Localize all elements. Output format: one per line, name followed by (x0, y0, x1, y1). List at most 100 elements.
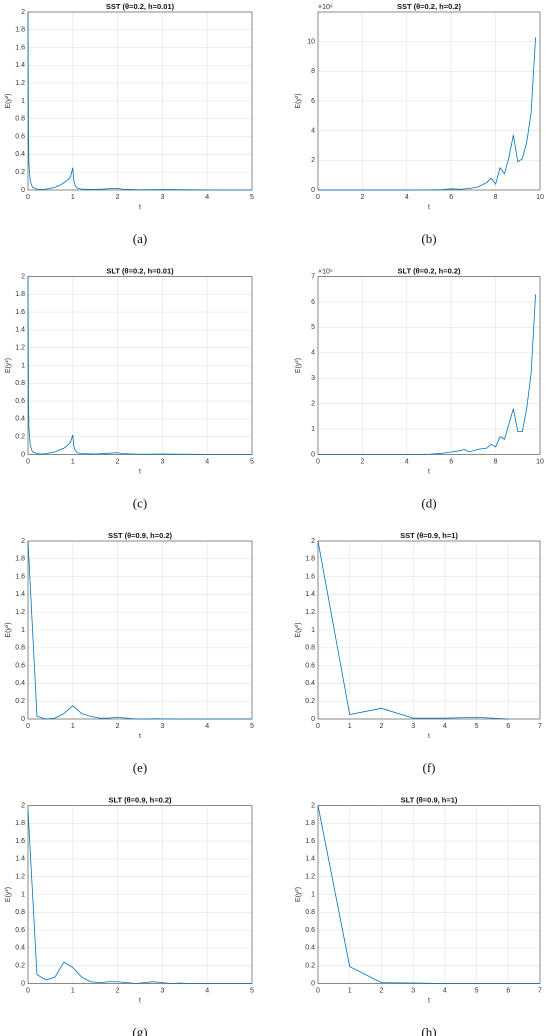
x-tick-label: 4 (443, 723, 447, 730)
x-tick-label: 3 (411, 723, 415, 730)
x-tick-label: 5 (475, 723, 479, 730)
y-tick-label: 0.4 (305, 680, 315, 687)
x-tick-label: 5 (250, 723, 254, 730)
y-tick-label: 0.2 (15, 169, 25, 176)
y-tick-label: 1.6 (15, 573, 25, 580)
plot-frame (317, 540, 541, 720)
chart-title: SLT (θ=0.2, h=0.2) (397, 266, 461, 275)
y-axis-label: E(y²) (295, 93, 302, 108)
y-tick-label: 10 (307, 39, 315, 46)
x-tick-label: 5 (250, 987, 254, 994)
y-tick-label: 0 (21, 451, 25, 458)
y-tick-label: 0.8 (305, 645, 315, 652)
y-tick-label: 4 (311, 350, 315, 357)
y-tick-label: 0.8 (15, 645, 25, 652)
y-tick-label: 1 (311, 627, 315, 634)
y-axis-label: E(y²) (295, 358, 302, 373)
y-tick-label: 0 (21, 980, 25, 987)
y-tick-label: 0.2 (15, 698, 25, 705)
x-tick-label: 1 (348, 723, 352, 730)
y-tick-label: 0 (311, 980, 315, 987)
y-tick-label: 1.4 (15, 856, 25, 863)
x-tick-label: 0 (26, 194, 30, 201)
y-tick-label: 8 (311, 68, 315, 75)
y-tick-label: 1.4 (15, 327, 25, 334)
y-tick-label: 1.8 (305, 820, 315, 827)
plot-frame (317, 276, 541, 455)
y-tick-label: 2 (21, 273, 25, 280)
x-axis-label: t (139, 204, 141, 211)
caption: (f) (423, 760, 436, 775)
caption: (g) (132, 1024, 147, 1036)
x-tick-label: 2 (116, 194, 120, 201)
x-axis-label: t (139, 468, 141, 475)
y-tick-label: 1.6 (15, 309, 25, 316)
y-tick-label: 3 (311, 375, 315, 382)
chart-title: SST (θ=0.9, h=0.2) (108, 531, 173, 540)
y-tick-label: 0 (311, 451, 315, 458)
y-tick-label: 7 (311, 273, 315, 280)
x-axis-label: t (139, 997, 141, 1004)
y-tick-label: 0 (311, 187, 315, 194)
y-tick-label: 4 (311, 128, 315, 135)
y-tick-label: 0.4 (15, 151, 25, 158)
x-tick-label: 7 (538, 987, 542, 994)
x-tick-label: 2 (379, 987, 383, 994)
caption: (b) (421, 231, 436, 246)
x-tick-label: 0 (316, 458, 320, 465)
caption: (a) (133, 231, 147, 246)
y-tick-label: 0 (21, 187, 25, 194)
data-line (27, 276, 253, 455)
y-tick-label: 1.2 (305, 874, 315, 881)
y-tick-label: 2 (21, 802, 25, 809)
y-tick-label: 1 (311, 426, 315, 433)
y-tick-label: 0 (21, 716, 25, 723)
y-tick-label: 0.2 (305, 698, 315, 705)
x-tick-label: 5 (250, 194, 254, 201)
y-tick-label: 1.4 (305, 591, 315, 598)
x-tick-label: 6 (449, 194, 453, 201)
y-tick-label: 1.4 (15, 591, 25, 598)
x-tick-label: 3 (160, 987, 164, 994)
chart-title: SST (θ=0.2, h=0.2) (397, 2, 462, 11)
y-tick-label: 0.8 (15, 116, 25, 123)
x-axis-label: t (139, 733, 141, 740)
x-tick-label: 4 (205, 723, 209, 730)
y-tick-label: 0.6 (305, 927, 315, 934)
data-line (318, 37, 536, 191)
y-tick-label: 2 (21, 9, 25, 16)
y-tick-label: 1.8 (15, 291, 25, 298)
y-tick-label: 0.2 (305, 963, 315, 970)
x-tick-label: 6 (506, 987, 510, 994)
y-axis-label: E(y²) (5, 887, 12, 902)
x-axis-label: t (428, 997, 430, 1004)
x-tick-label: 3 (160, 723, 164, 730)
y-tick-label: 1.4 (15, 62, 25, 69)
y-axis-label: E(y²) (5, 622, 12, 637)
x-tick-label: 1 (348, 987, 352, 994)
x-axis-label: t (428, 468, 430, 475)
data-line (317, 805, 540, 984)
x-tick-label: 1 (71, 723, 75, 730)
x-tick-label: 2 (116, 723, 120, 730)
y-tick-label: 1.6 (305, 573, 315, 580)
y-tick-label: 0.4 (15, 945, 25, 952)
x-tick-label: 0 (316, 723, 320, 730)
x-tick-label: 3 (160, 458, 164, 465)
y-tick-label: 0.2 (15, 963, 25, 970)
data-line (318, 294, 536, 455)
y-tick-label: 5 (311, 324, 315, 331)
x-tick-label: 3 (411, 987, 415, 994)
x-tick-label: 0 (26, 987, 30, 994)
x-tick-label: 3 (160, 194, 164, 201)
y-tick-label: 0.6 (305, 662, 315, 669)
data-line (27, 540, 252, 720)
x-tick-label: 4 (443, 987, 447, 994)
y-axis-label: E(y²) (295, 622, 302, 637)
y-tick-label: 0.8 (15, 909, 25, 916)
x-tick-label: 1 (71, 987, 75, 994)
data-line (27, 11, 253, 191)
y-tick-label: 1.8 (15, 556, 25, 563)
y-tick-label: 0.2 (15, 434, 25, 441)
